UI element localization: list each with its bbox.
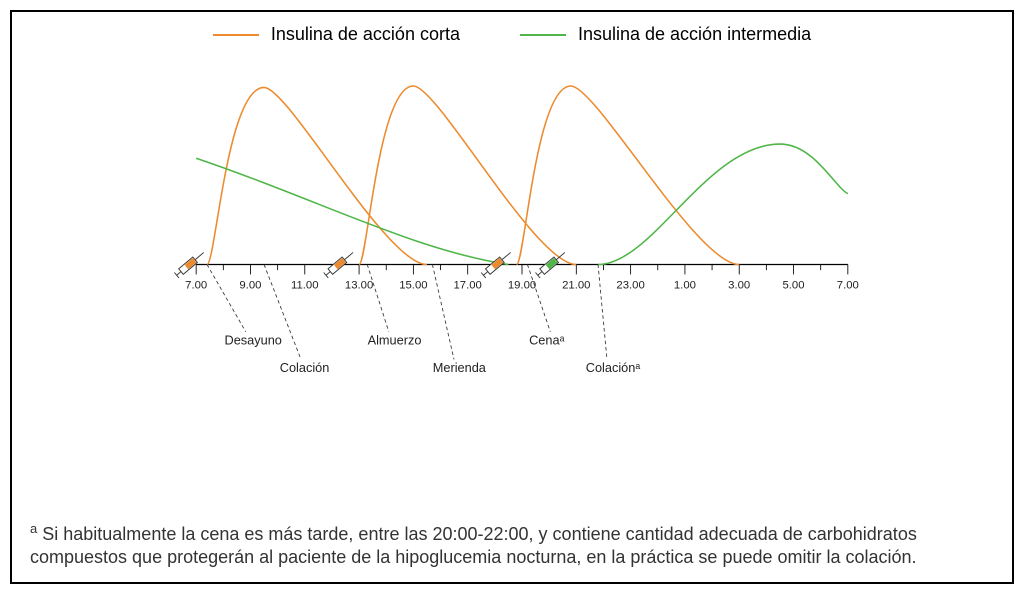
svg-text:Colaciónᵃ: Colaciónᵃ [586, 360, 641, 375]
legend-label-intermediate: Insulina de acción intermedia [578, 24, 811, 45]
svg-text:17.00: 17.00 [454, 280, 482, 292]
legend-label-short: Insulina de acción corta [271, 24, 460, 45]
chart-area: 7.00 9.00 11.00 13.00 15.00 17.00 19.00 21.00 23… [52, 52, 992, 392]
svg-text:15.00: 15.00 [399, 280, 427, 292]
svg-text:7.00: 7.00 [185, 280, 207, 292]
syringe-icon [324, 250, 356, 278]
footnote-text: Si habitualmente la cena es más tarde, e… [30, 524, 917, 567]
svg-text:19.00: 19.00 [508, 280, 536, 292]
legend-item-short: Insulina de acción corta [213, 24, 460, 45]
svg-text:13.00: 13.00 [345, 280, 373, 292]
svg-text:5.00: 5.00 [782, 280, 804, 292]
svg-text:9.00: 9.00 [239, 280, 261, 292]
svg-text:11.00: 11.00 [291, 280, 319, 292]
chart-svg: 7.00 9.00 11.00 13.00 15.00 17.00 19.00 21.00 23… [52, 52, 992, 392]
legend-item-intermediate: Insulina de acción intermedia [520, 24, 811, 45]
legend-swatch-intermediate [520, 34, 566, 36]
svg-text:7.00: 7.00 [837, 280, 859, 292]
footnote: a Si habitualmente la cena es más tarde,… [30, 521, 994, 568]
svg-text:Cenaᵃ: Cenaᵃ [529, 333, 564, 348]
svg-text:1.00: 1.00 [674, 280, 696, 292]
footnote-marker: a [30, 521, 37, 536]
legend: Insulina de acción corta Insulina de acc… [12, 24, 1012, 45]
syringe-icon [535, 250, 567, 278]
svg-text:Merienda: Merienda [433, 360, 487, 375]
svg-text:23.00: 23.00 [616, 280, 644, 292]
syringe-icon [174, 250, 206, 278]
svg-text:Desayuno: Desayuno [225, 333, 282, 348]
svg-text:21.00: 21.00 [562, 280, 590, 292]
legend-swatch-short [213, 34, 259, 36]
svg-text:3.00: 3.00 [728, 280, 750, 292]
svg-text:Colación: Colación [280, 360, 330, 375]
svg-text:Almuerzo: Almuerzo [368, 333, 422, 348]
chart-frame: Insulina de acción corta Insulina de acc… [10, 10, 1014, 584]
